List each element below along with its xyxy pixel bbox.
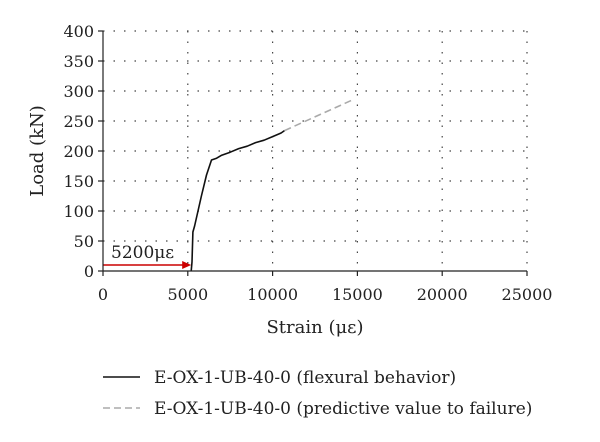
series-line-0 — [190, 129, 285, 272]
annotation-label-0: 5200με — [111, 243, 174, 263]
x-tick-label-3: 15000 — [332, 285, 383, 304]
y-tick-label-3: 150 — [63, 172, 94, 191]
y-tick-label-0: 0 — [84, 262, 94, 281]
y-tick-label-4: 200 — [63, 142, 94, 161]
series-line-1 — [284, 99, 353, 132]
annotation-arrowhead-0 — [182, 261, 192, 269]
legend-label-1: E-OX-1-UB-40-0 (predictive value to fail… — [154, 399, 532, 419]
y-tick-label-8: 400 — [63, 22, 94, 41]
grid — [103, 30, 528, 271]
annotation-layer: 5200με — [103, 243, 192, 269]
x-tick-label-2: 10000 — [247, 285, 298, 304]
x-tick-label-1: 5000 — [167, 285, 208, 304]
x-axis-label: Strain (με) — [266, 317, 363, 338]
y-tick-label-2: 100 — [63, 202, 94, 221]
x-tick-label-5: 25000 — [502, 285, 553, 304]
legend-label-0: E-OX-1-UB-40-0 (flexural behavior) — [154, 368, 456, 388]
y-tick-label-1: 50 — [74, 232, 94, 251]
x-tick-label-0: 0 — [98, 285, 108, 304]
y-tick-label-6: 300 — [63, 82, 94, 101]
series-layer — [190, 99, 353, 272]
x-tick-label-4: 20000 — [417, 285, 468, 304]
legend: E-OX-1-UB-40-0 (flexural behavior) E-OX-1… — [103, 368, 532, 419]
axes — [98, 30, 528, 276]
y-axis-label: Load (kN) — [27, 105, 48, 196]
y-tick-label-7: 350 — [63, 52, 94, 71]
y-tick-label-5: 250 — [63, 112, 94, 131]
tick-labels: 0 50 100 150 200 250 300 350 400 0 5000 10000 15000 2… — [63, 22, 552, 304]
